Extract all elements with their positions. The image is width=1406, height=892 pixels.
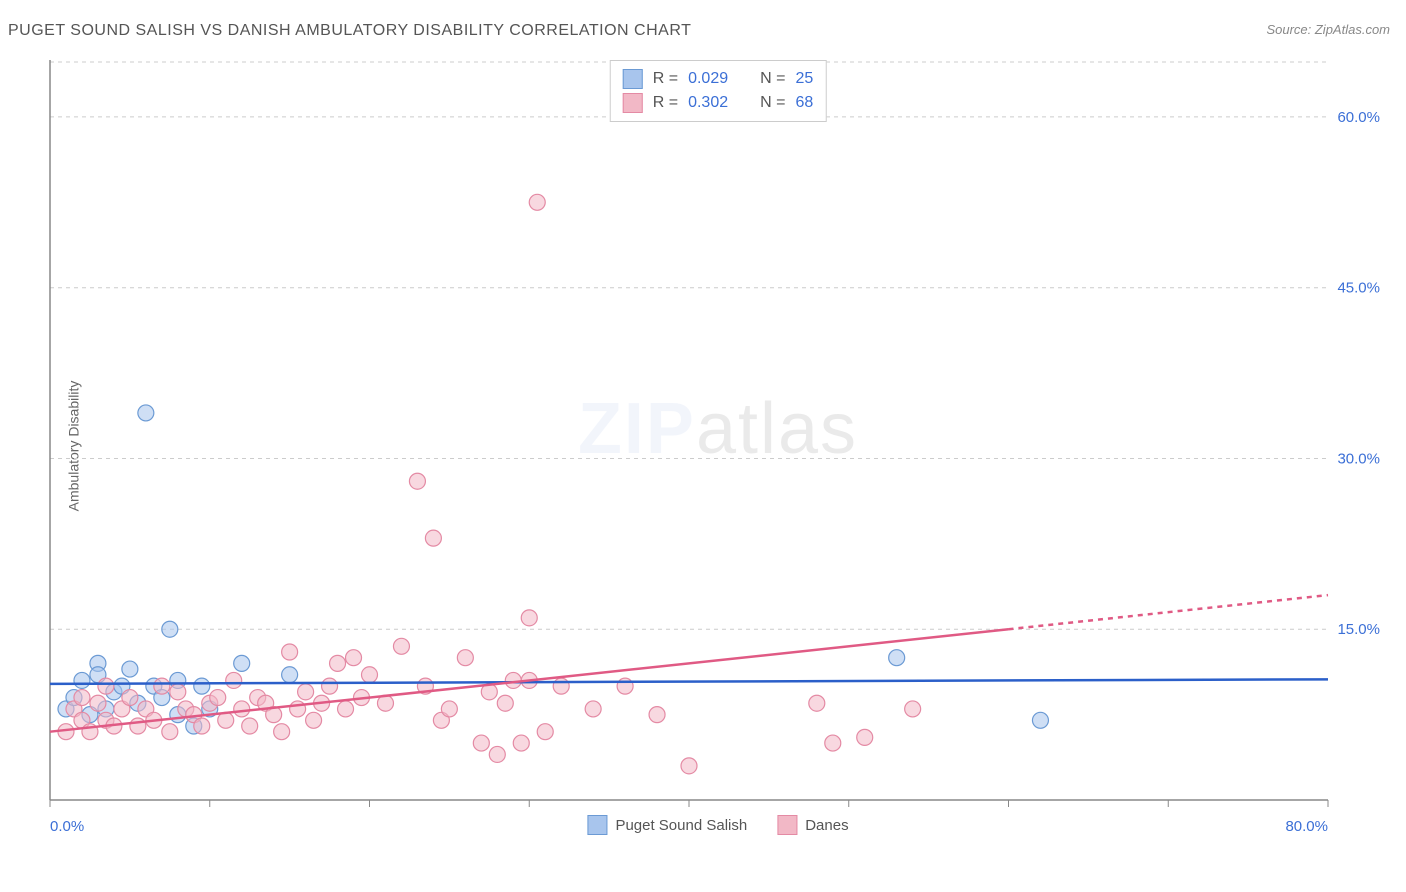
scatter-chart-svg: 15.0% 30.0% 45.0% 60.0% 0.0% 80.0% xyxy=(48,55,1388,835)
chart-title: PUGET SOUND SALISH VS DANISH AMBULATORY … xyxy=(8,22,691,40)
series-legend: Puget Sound Salish Danes xyxy=(587,815,848,835)
r-value: 0.302 xyxy=(688,94,728,112)
legend-label: Puget Sound Salish xyxy=(615,817,747,834)
svg-text:80.0%: 80.0% xyxy=(1285,818,1328,835)
svg-text:15.0%: 15.0% xyxy=(1337,621,1380,638)
legend-item-series1: Puget Sound Salish xyxy=(587,815,747,835)
svg-text:30.0%: 30.0% xyxy=(1337,450,1380,467)
svg-text:45.0%: 45.0% xyxy=(1337,280,1380,297)
swatch-icon xyxy=(777,815,797,835)
swatch-icon xyxy=(587,815,607,835)
swatch-icon xyxy=(623,69,643,89)
n-value: 25 xyxy=(795,70,813,88)
legend-item-series2: Danes xyxy=(777,815,848,835)
legend-row-series1: R = 0.029 N = 25 xyxy=(623,67,814,91)
n-label: N = xyxy=(760,94,785,112)
n-label: N = xyxy=(760,70,785,88)
source-attribution: Source: ZipAtlas.com xyxy=(1266,22,1390,37)
r-label: R = xyxy=(653,70,678,88)
swatch-icon xyxy=(623,93,643,113)
legend-row-series2: R = 0.302 N = 68 xyxy=(623,91,814,115)
r-value: 0.029 xyxy=(688,70,728,88)
svg-text:0.0%: 0.0% xyxy=(50,818,84,835)
chart-plot-area: 15.0% 30.0% 45.0% 60.0% 0.0% 80.0% R = 0.029 … xyxy=(48,55,1388,835)
r-label: R = xyxy=(653,94,678,112)
n-value: 68 xyxy=(795,94,813,112)
svg-text:60.0%: 60.0% xyxy=(1337,109,1380,126)
legend-label: Danes xyxy=(805,817,848,834)
correlation-legend: R = 0.029 N = 25 R = 0.302 N = 68 xyxy=(610,60,827,122)
